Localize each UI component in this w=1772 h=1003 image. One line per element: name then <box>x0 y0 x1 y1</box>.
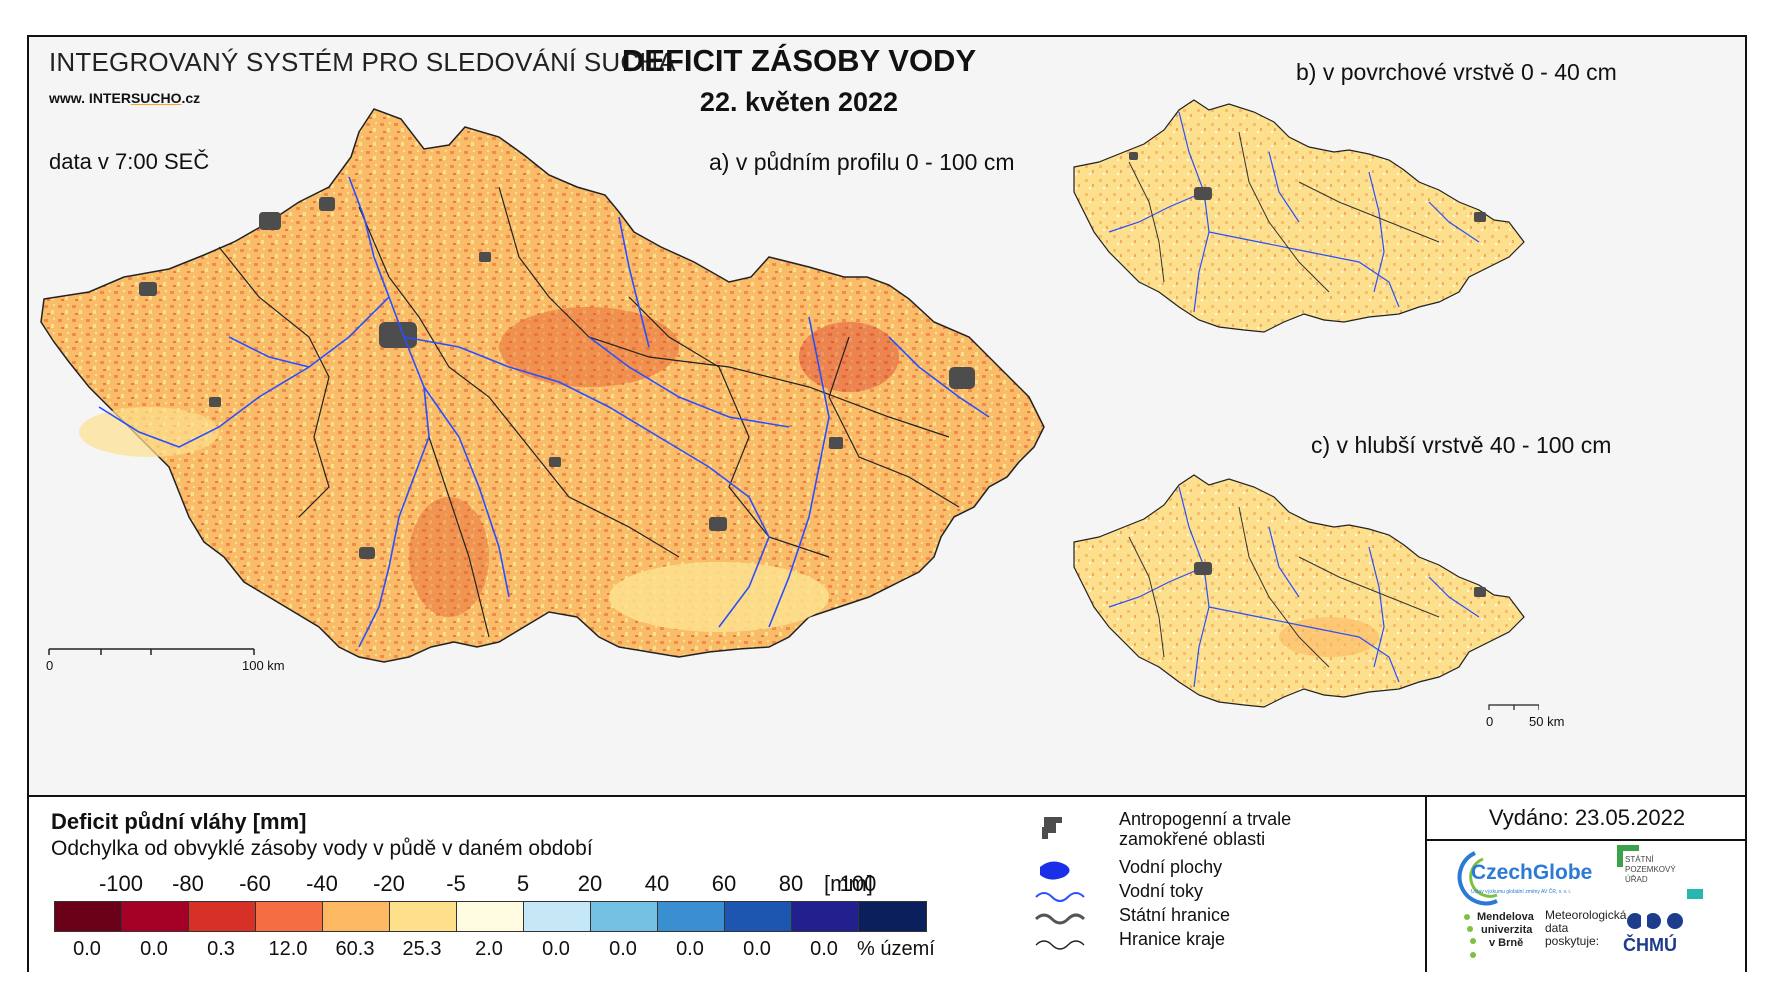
legend-percentage: 60.3 <box>335 938 375 960</box>
meteo-data-credit: Meteorologická data poskytuje: <box>1545 908 1627 948</box>
legend-percentage: 2.0 <box>475 938 503 960</box>
mini-map-b <box>1073 99 1525 333</box>
legend-tick-label: 40 <box>644 871 670 896</box>
map-b-label: b) v povrchové vrstvě 0 - 40 cm <box>1296 59 1617 85</box>
legend-unit: [mm] <box>824 871 873 896</box>
czech-territory-c <box>1073 474 1525 708</box>
legend-tick-label: -40 <box>306 871 338 896</box>
legend-swatch <box>323 902 390 931</box>
legend-percentage: 12.0 <box>268 938 308 960</box>
legend-tick-label: 20 <box>577 871 603 896</box>
legend-tick-label: -60 <box>239 871 271 896</box>
legend-percentage: 0.0 <box>140 938 168 960</box>
issued-date: Vydáno: 23.05.2022 <box>1427 805 1747 841</box>
urban-area-icon <box>1042 817 1062 839</box>
legend-swatch <box>390 902 457 931</box>
scale-a-start: 0 <box>46 658 54 673</box>
legend-swatch <box>256 902 323 931</box>
legend-swatch <box>189 902 256 931</box>
legend-percentage: 25.3 <box>402 938 442 960</box>
legend-color-bar <box>54 901 927 932</box>
legend-swatch <box>122 902 189 931</box>
water-bodies-label: Vodní plochy <box>1119 857 1223 877</box>
legend-percentage: 0.0 <box>810 938 838 960</box>
legend-percentage: 0.0 <box>609 938 637 960</box>
legend-tick-label: -20 <box>373 871 405 896</box>
urban-label: Antropogenní a trvale zamokřené oblasti <box>1119 809 1292 849</box>
issued-box: Vydáno: 23.05.2022 CzechGlobe Ústav výzk… <box>1425 797 1747 972</box>
legend-subtitle: Odchylka od obvyklé zásoby vody v půdě v… <box>51 837 593 860</box>
legend-tick-label: 5 <box>516 871 530 896</box>
map-c-label: c) v hlubší vrstvě 40 - 100 cm <box>1311 432 1612 458</box>
legend-tick-label: -5 <box>446 871 466 896</box>
legend-swatch <box>859 902 926 931</box>
legend-area: Deficit půdní vláhy [mm] Odchylka od obv… <box>29 795 1747 972</box>
legend-swatch <box>524 902 591 931</box>
map-date: 22. květen 2022 <box>699 87 899 117</box>
legend-tick-label: 100 <box>839 871 877 896</box>
legend-pct-unit: % území <box>857 938 935 960</box>
scale-c-end: 50 km <box>1529 714 1565 729</box>
scale-bar-a <box>48 648 255 655</box>
legend-swatch <box>457 902 524 931</box>
map-panel: INTEGROVANÝ SYSTÉM PRO SLEDOVÁNÍ SUCHA w… <box>27 35 1747 972</box>
region-border-label: Hranice kraje <box>1119 929 1226 949</box>
website-link[interactable]: www. INTERSUCHO.cz <box>49 90 201 106</box>
region-border-icon <box>1035 940 1085 950</box>
legend-percentage: 0.3 <box>207 938 235 960</box>
legend-swatch <box>792 902 859 931</box>
legend-swatch <box>55 902 122 931</box>
legend-swatch <box>658 902 725 931</box>
water-body-icon <box>1040 861 1070 880</box>
main-title: DEFICIT ZÁSOBY VODY <box>621 43 977 78</box>
czechglobe-logo: CzechGlobe Ústav výzkumu globální změny … <box>1457 845 1597 907</box>
czech-territory-a <box>40 108 1045 663</box>
state-border-icon <box>1034 913 1086 925</box>
mendelu-logo: Mendelova univerzita v Brně <box>1461 909 1541 969</box>
legend-percentage: 0.0 <box>73 938 101 960</box>
legend-title: Deficit půdní vláhy [mm] <box>51 809 307 834</box>
river-icon <box>1035 892 1085 902</box>
legend-tick-label: 60 <box>711 871 737 896</box>
legend-tick-label: 80 <box>778 871 804 896</box>
mini-map-c <box>1073 474 1539 710</box>
legend-percentage: 0.0 <box>743 938 771 960</box>
legend-percentage: 0.0 <box>676 938 704 960</box>
legend-percentage: 0.0 <box>542 938 570 960</box>
state-border-label: Státní hranice <box>1119 905 1231 925</box>
legend-tick-label: -100 <box>98 871 144 896</box>
symbol-icons <box>1034 817 1086 950</box>
legend-tick-label: -80 <box>172 871 204 896</box>
data-time-note: data v 7:00 SEČ <box>49 149 210 174</box>
legend-swatch <box>725 902 792 931</box>
scale-bar-c <box>1488 704 1539 710</box>
legend-swatch <box>591 902 658 931</box>
czech-territory-b <box>1073 99 1525 333</box>
main-map-a <box>40 108 1045 663</box>
system-title: INTEGROVANÝ SYSTÉM PRO SLEDOVÁNÍ SUCHA <box>49 47 676 77</box>
map-a-label: a) v půdním profilu 0 - 100 cm <box>709 149 1015 175</box>
rivers-label: Vodní toky <box>1119 881 1204 901</box>
scale-a-end: 100 km <box>242 658 285 673</box>
scale-c-start: 0 <box>1486 714 1494 729</box>
spu-logo: STÁTNÍ POZEMKOVÝ ÚŘAD <box>1617 845 1727 905</box>
chmu-logo: ČHMÚ <box>1623 911 1703 961</box>
